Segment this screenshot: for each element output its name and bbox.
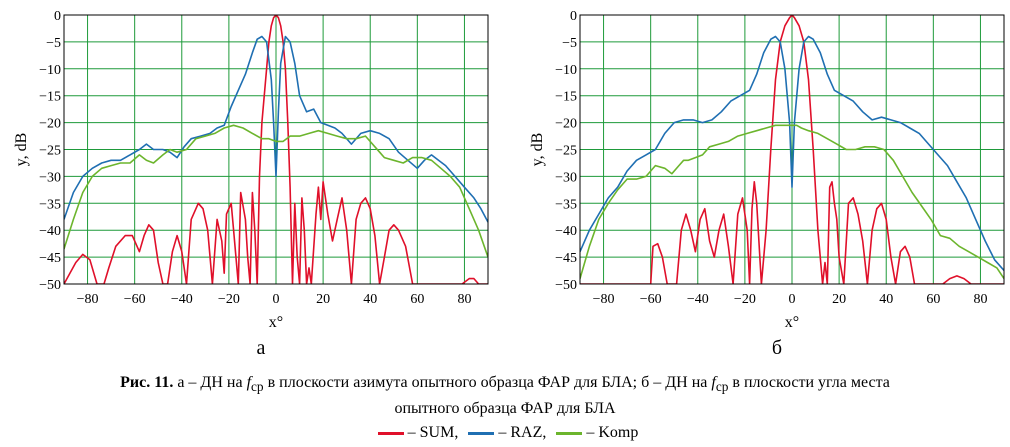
y-tick-label: −5 (562, 36, 577, 51)
x-axis-label: x° (785, 314, 799, 331)
y-tick-label: −25 (39, 144, 61, 159)
y-tick-label: −5 (46, 36, 61, 51)
x-tick-label: −80 (593, 292, 615, 307)
legend: – SUM, – RAZ, – Komp (0, 423, 1010, 443)
x-tick-label: 80 (457, 292, 471, 307)
series-line-komp (64, 124, 488, 258)
chart-panel-b: −80 −60 −40 −20 0 20 40 60 80 0 −5 −10 −15 −20 −25 −30 −… (529, 9, 1005, 359)
y-tick-label: −35 (555, 197, 577, 212)
y-tick-label: −50 (39, 278, 61, 293)
panel-label: б (772, 337, 782, 359)
figure-caption: Рис. 11. а – ДН на fср в плоскости азиму… (0, 372, 1010, 420)
chart-panel-a: −80 −60 −40 −20 0 20 40 60 80 0 −5 −10 −15 −20 −25 −30 −… (13, 9, 489, 359)
legend-label-raz: – RAZ, (498, 424, 547, 441)
y-tick-label: −30 (555, 170, 577, 185)
x-tick-label: 60 (926, 292, 940, 307)
plot-frame (579, 14, 1005, 285)
caption-text-a-pre: а – ДН на (177, 374, 247, 391)
y-tick-label: −15 (39, 90, 61, 105)
x-tick-label: −60 (640, 292, 662, 307)
caption-label: Рис. 11. (120, 374, 174, 391)
panel-label: а (257, 337, 266, 359)
series-line-raz (64, 35, 488, 223)
y-tick-label: −40 (39, 224, 61, 239)
caption-f-sub-2: ср (715, 379, 729, 395)
y-tick-label: −10 (555, 63, 577, 78)
y-tick-label: −45 (39, 251, 61, 266)
x-tick-label: 0 (789, 292, 796, 307)
series-line-sum (64, 15, 488, 284)
x-tick-label: −40 (687, 292, 709, 307)
x-tick-label: −40 (171, 292, 193, 307)
y-tick-label: −50 (555, 278, 577, 293)
caption-text-b-post: в плоскости угла места (728, 374, 890, 391)
y-tick-label: −10 (39, 63, 61, 78)
y-tick-label: −35 (39, 197, 61, 212)
caption-f-symbol: f (246, 374, 252, 391)
y-tick-label: −30 (39, 170, 61, 185)
x-tick-label: 40 (363, 292, 377, 307)
y-tick-label: −45 (555, 251, 577, 266)
legend-swatch-raz (468, 431, 495, 435)
caption-f-symbol-2: f (711, 374, 716, 391)
charts-svg: −80 −60 −40 −20 0 20 40 60 80 0 −5 −10 −15 −20 −25 −30 −… (13, 9, 1005, 359)
series-line-komp (580, 124, 1004, 280)
legend-swatch-sum (377, 431, 404, 435)
y-tick-label: 0 (570, 9, 577, 24)
x-tick-label: −60 (124, 292, 146, 307)
x-tick-label: 40 (879, 292, 893, 307)
y-tick-label: −20 (39, 117, 61, 132)
y-tick-label: −20 (555, 117, 577, 132)
caption-line2: опытного образца ФАР для БЛА (394, 400, 616, 418)
legend-swatch-komp (556, 431, 583, 435)
caption-f-sub: ср (251, 379, 264, 395)
series-line-sum (580, 15, 1004, 284)
legend-label-komp: – Komp (586, 424, 639, 441)
x-axis-label: x° (269, 314, 283, 331)
y-tick-label: −15 (555, 90, 577, 105)
y-axis-label: y, dB (13, 133, 30, 167)
series-line-raz (580, 35, 1004, 272)
x-tick-label: −20 (734, 292, 756, 307)
x-tick-label: 60 (410, 292, 424, 307)
legend-label-sum: – SUM, (407, 424, 459, 441)
x-tick-label: 0 (273, 292, 280, 307)
x-tick-label: 80 (973, 292, 987, 307)
plot-frame (63, 14, 489, 285)
caption-text-a-post: в плоскости азимута опытного образца ФАР… (263, 374, 712, 391)
y-tick-label: −25 (555, 144, 577, 159)
x-tick-label: −20 (218, 292, 240, 307)
y-tick-label: −40 (555, 224, 577, 239)
x-tick-label: −80 (77, 292, 99, 307)
y-tick-label: 0 (54, 9, 61, 24)
x-tick-label: 20 (316, 292, 330, 307)
x-tick-label: 20 (832, 292, 846, 307)
y-axis-label: y, dB (529, 133, 546, 167)
